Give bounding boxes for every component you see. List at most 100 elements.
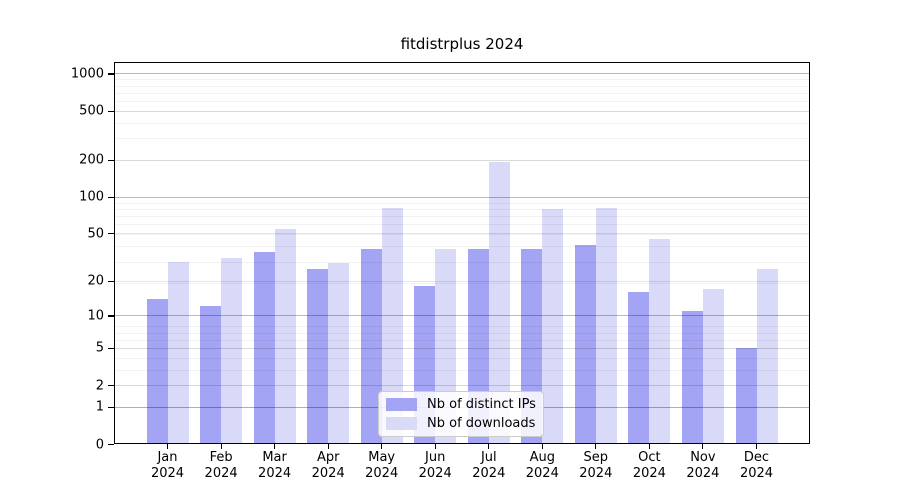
gridline-minor	[114, 347, 810, 349]
legend-row-downloads: Nb of downloads	[386, 414, 537, 433]
y-tick-label: 0	[95, 437, 104, 452]
x-tick-year: 2024	[472, 466, 506, 481]
gridline-minor	[114, 85, 810, 87]
x-tick-label: Jul 2024	[459, 450, 519, 482]
x-tick-month: Mar	[262, 450, 287, 465]
gridline-minor	[114, 246, 810, 248]
x-tick-month: Jun	[425, 450, 446, 465]
y-tick-mark	[108, 159, 114, 161]
y-tick-mark	[108, 385, 114, 387]
x-tick-month: Apr	[316, 450, 340, 465]
gridline-major	[114, 73, 810, 75]
x-tick-label: Sep 2024	[566, 450, 626, 482]
x-tick-mark	[381, 444, 383, 449]
x-tick-month: Jan	[157, 450, 178, 465]
gridline-minor	[114, 79, 810, 81]
x-tick-label: Mar 2024	[245, 450, 305, 482]
bar-ips-feb	[200, 306, 222, 444]
y-tick-mark	[108, 347, 114, 350]
bar-ips-dec	[735, 347, 757, 444]
x-tick-month: Oct	[638, 450, 661, 465]
x-tick-mark	[488, 444, 490, 449]
x-tick-label: Jun 2024	[405, 450, 465, 482]
bar-downloads-jan	[167, 261, 189, 444]
x-tick-year: 2024	[418, 466, 452, 481]
y-tick-mark	[108, 315, 114, 317]
x-tick-month: Dec	[743, 450, 770, 465]
x-tick-year: 2024	[150, 466, 185, 481]
x-tick-year: 2024	[525, 466, 559, 481]
bar-downloads-nov	[702, 289, 724, 444]
bar-downloads-dec	[756, 269, 778, 444]
x-tick-label: Jan 2024	[138, 450, 198, 482]
legend: Nb of distinct IPs Nb of downloads	[378, 391, 544, 437]
x-tick-mark	[327, 444, 329, 449]
y-tick-label: 1	[95, 399, 104, 415]
bar-ips-may	[360, 248, 382, 444]
x-tick-label: Apr 2024	[298, 450, 358, 482]
chart-title: fitdistrplus 2024	[400, 35, 524, 53]
gridline-minor	[114, 202, 810, 204]
legend-label-ips: Nb of distinct IPs	[427, 397, 536, 412]
x-tick-mark	[166, 444, 169, 449]
x-tick-month: Aug	[529, 450, 555, 465]
x-tick-year: 2024	[579, 466, 613, 481]
bar-ips-sep	[574, 244, 596, 444]
x-tick-year: 2024	[739, 466, 774, 481]
x-tick-mark	[274, 444, 276, 449]
bar-ips-nov	[681, 310, 703, 444]
bar-downloads-apr	[328, 263, 350, 444]
gridline-minor	[114, 159, 810, 161]
x-tick-label: May 2024	[352, 450, 412, 482]
gridline-minor	[114, 283, 810, 285]
gridline-minor	[114, 100, 810, 102]
x-tick-month: Jul	[480, 450, 497, 465]
x-tick-mark	[220, 444, 222, 449]
y-tick-mark	[108, 233, 114, 235]
y-tick-label: 500	[79, 103, 104, 119]
x-tick-mark	[541, 444, 543, 449]
x-tick-mark	[755, 444, 758, 449]
x-tick-year: 2024	[311, 466, 345, 481]
y-tick-label: 10	[87, 308, 104, 324]
y-tick-mark	[108, 196, 114, 198]
downloads-swatch	[386, 417, 417, 430]
x-tick-month: May	[368, 450, 396, 465]
bar-downloads-sep	[595, 207, 617, 444]
y-tick-label: 5	[95, 340, 104, 356]
bar-downloads-feb	[221, 258, 243, 444]
gridline-minor	[114, 216, 810, 218]
y-tick-mark	[108, 444, 114, 446]
x-tick-mark	[702, 444, 704, 449]
bar-downloads-aug	[542, 209, 564, 444]
gridline-minor	[114, 332, 810, 334]
bar-downloads-jul	[488, 162, 510, 444]
gridline-major	[114, 196, 810, 198]
gridline-major	[114, 347, 810, 349]
legend-row-ips: Nb of distinct IPs	[386, 395, 537, 414]
y-tick-label: 50	[87, 226, 104, 242]
x-tick-mark	[595, 444, 597, 449]
gridline-minor	[114, 234, 810, 236]
x-tick-mark	[648, 444, 650, 449]
gridline-major	[114, 385, 810, 387]
gridline-minor	[114, 92, 810, 94]
x-tick-mark	[434, 444, 436, 449]
y-tick-mark	[108, 110, 114, 112]
y-tick-label: 2	[95, 378, 104, 394]
gridline-minor	[114, 261, 810, 263]
x-tick-year: 2024	[204, 466, 238, 481]
gridline-minor	[114, 385, 810, 387]
y-tick-label: 100	[79, 189, 104, 205]
gridline-minor	[114, 209, 810, 210]
y-tick-label: 1000	[70, 66, 104, 82]
bar-downloads-mar	[274, 229, 296, 444]
gridline-major	[114, 159, 810, 161]
ips-swatch	[386, 398, 417, 411]
x-tick-month: Sep	[583, 450, 609, 465]
bar-downloads-oct	[649, 238, 671, 444]
gridline-minor	[114, 326, 810, 328]
gridline-minor	[114, 339, 810, 341]
gridline-minor	[114, 369, 810, 371]
